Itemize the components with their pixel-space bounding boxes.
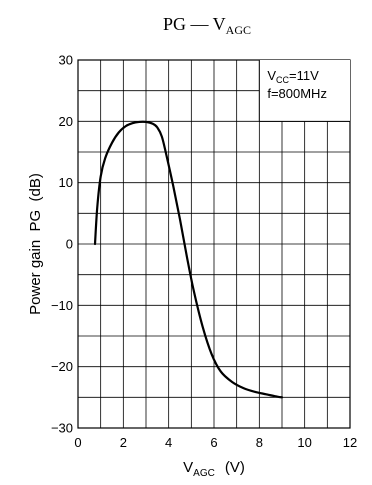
y-tick-label: −20 [51,359,73,374]
chart-title-main: PG — V [163,14,226,34]
pg-curve [93,120,284,399]
x-tick-label: 4 [165,435,172,450]
x-tick-label: 0 [74,435,81,450]
y-tick-labels: 30 20 10 0 −10 −20 −30 [51,53,73,436]
annotation-vcc-rest: =11V [289,68,319,83]
annotation-frequency: f=800MHz [267,86,327,101]
annotation-vcc-sub: CC [276,75,289,85]
x-tick-label: 8 [256,435,263,450]
annotation-vcc: VCC=11V [267,68,319,85]
y-tick-label: 10 [59,175,73,190]
annotation-background [259,60,350,122]
x-axis-label: VAGC (V) [183,459,245,479]
x-tick-label: 12 [343,435,357,450]
x-tick-label: 10 [297,435,311,450]
x-axis-label-sub: AGC [193,468,215,479]
annotation-box: VCC=11V f=800MHz [258,60,350,122]
x-tick-labels: 0 2 4 6 8 10 12 [74,435,357,450]
y-tick-label: 30 [59,53,73,68]
y-tick-label: 0 [66,237,73,252]
x-axis-label-unit: (V) [225,459,245,476]
chart-title-sub: AGC [226,23,251,37]
x-axis-label-main: V [183,459,193,476]
y-axis-label: Power gain PG (dB) [27,173,44,315]
x-tick-label: 6 [210,435,217,450]
annotation-vcc-main: V [267,68,276,83]
plot-frame [77,59,351,429]
y-tick-label: −10 [51,298,73,313]
x-tick-label: 2 [120,435,127,450]
y-tick-label: 20 [59,114,73,129]
y-tick-label: −30 [51,421,73,436]
series-group [93,120,284,399]
chart-title: PG — VAGC [163,14,251,37]
